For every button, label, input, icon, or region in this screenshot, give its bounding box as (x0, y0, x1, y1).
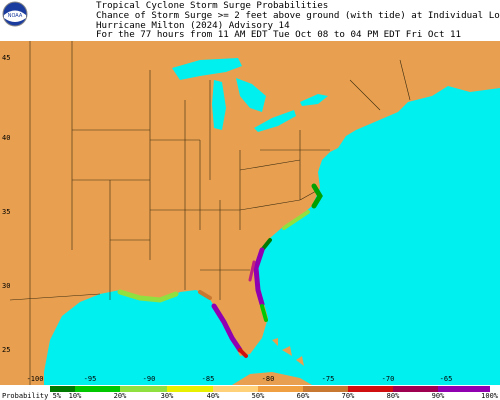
lon-label: -70 (382, 375, 395, 383)
lon-label: -85 (202, 375, 215, 383)
header-bg (0, 0, 500, 41)
lon-label: -95 (84, 375, 97, 383)
great-lakes (172, 58, 328, 132)
colorbar-label: 60% (297, 392, 310, 400)
noaa-logo: NOAA (2, 1, 28, 27)
svg-text:NOAA: NOAA (8, 13, 23, 19)
colorbar-segment (213, 386, 258, 392)
colorbar-segment (303, 386, 348, 392)
colorbar-segment (438, 386, 490, 392)
lat-label: 45 (2, 54, 10, 62)
colorbar-segment (120, 386, 167, 392)
islands (232, 338, 312, 385)
colorbar: 10% 20% 30% 40% 50% 60% 70% 80% 90% 100% (50, 386, 499, 400)
colorbar-segment (393, 386, 438, 392)
colorbar-label: 10% (69, 392, 82, 400)
colorbar-label: 30% (161, 392, 174, 400)
surge-coast (117, 183, 323, 358)
lat-label: 30 (2, 282, 10, 290)
lat-label: 35 (2, 208, 10, 216)
colorbar-title: Probability 5% (2, 392, 62, 400)
colorbar-label: 50% (252, 392, 265, 400)
ocean (44, 86, 500, 385)
colorbar-segment (50, 386, 75, 392)
colorbar-segment (348, 386, 393, 392)
colorbar-segment (75, 386, 120, 392)
lat-label: 40 (2, 134, 10, 142)
colorbar-label: 40% (207, 392, 220, 400)
lon-label: -100 (27, 375, 44, 383)
header-storm: Hurricane Milton (2024) Advisory 14 (96, 20, 290, 31)
colorbar-label: 90% (432, 392, 445, 400)
lon-labels: -100 -95 -90 -85 -80 -75 -70 -65 (27, 375, 453, 383)
state-borders (9, 41, 411, 385)
lat-label: 25 (2, 346, 10, 354)
lon-label: -75 (322, 375, 335, 383)
colorbar-label: 80% (387, 392, 400, 400)
header-title: Tropical Cyclone Storm Surge Probabiliti… (96, 0, 328, 11)
colorbar-label: 100% (481, 392, 499, 400)
colorbar-segment (167, 386, 213, 392)
header-period: For the 77 hours from 11 AM EDT Tue Oct … (96, 29, 461, 40)
lat-labels: 45 40 35 30 25 (2, 54, 10, 354)
lon-label: -90 (143, 375, 156, 383)
lon-label: -65 (440, 375, 453, 383)
header-subtitle: Chance of Storm Surge >= 2 feet above gr… (96, 10, 500, 21)
colorbar-label: 70% (342, 392, 355, 400)
lon-label: -80 (262, 375, 275, 383)
colorbar-label: 20% (114, 392, 127, 400)
colorbar-segment (258, 386, 303, 392)
